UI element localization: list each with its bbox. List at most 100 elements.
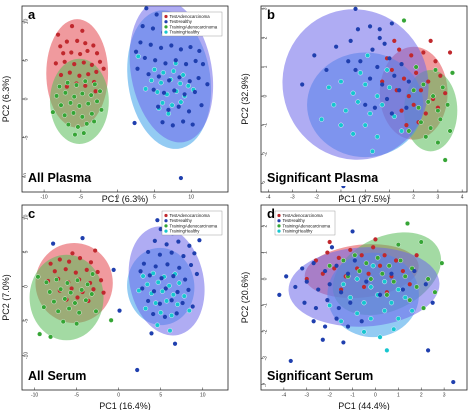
data-point (435, 140, 441, 146)
data-point (192, 251, 197, 256)
data-point (420, 81, 426, 87)
data-point (148, 77, 154, 83)
data-point (406, 79, 411, 84)
x-tick-label: 0 (117, 393, 120, 399)
data-point (300, 266, 305, 271)
data-point (166, 283, 172, 289)
data-point (430, 93, 436, 99)
data-point (375, 255, 381, 261)
data-point (426, 79, 431, 84)
data-point (411, 87, 417, 93)
data-point (425, 276, 431, 282)
legend-entry: TrainingAdenocarcinoma (170, 24, 218, 29)
data-point (423, 111, 428, 116)
legend-box (161, 210, 223, 236)
data-point (399, 108, 404, 113)
data-point (153, 264, 158, 269)
x-axis-label: PC1 (44.4%) (338, 401, 390, 410)
data-point (177, 80, 183, 86)
y-tick-label: 2 (263, 225, 269, 228)
data-point (395, 316, 401, 322)
y-tick-label: -1 (263, 123, 269, 128)
data-point (358, 59, 363, 64)
data-point (350, 131, 356, 137)
data-point (169, 250, 174, 255)
legend-entry: TestAdenocarcinoma (170, 14, 211, 19)
data-point (53, 61, 58, 66)
data-point (91, 118, 97, 124)
data-point (327, 302, 333, 308)
data-point (72, 132, 78, 138)
data-point (178, 99, 184, 105)
data-point (41, 304, 47, 310)
data-point (172, 88, 177, 93)
y-tick-label: 10 (24, 19, 30, 25)
y-tick-label: -2 (263, 152, 269, 157)
data-point (302, 300, 307, 305)
data-point (173, 58, 178, 63)
data-point (164, 298, 170, 304)
data-point (142, 55, 147, 61)
data-point (152, 238, 157, 243)
data-point (391, 279, 397, 285)
data-point (397, 88, 402, 93)
data-point (355, 27, 361, 32)
data-point (61, 51, 66, 56)
legend: TestAdenocarcinomaTestHealthyTrainingAde… (161, 11, 223, 37)
data-point (171, 274, 176, 279)
data-point (329, 245, 335, 250)
x-tick-label: -2 (327, 393, 332, 399)
data-point (413, 64, 419, 70)
data-point (185, 83, 191, 89)
data-point (418, 88, 424, 93)
data-point (70, 251, 75, 256)
legend: TestAdenocarcinomaTestHealthyTrainingAde… (274, 210, 336, 236)
data-point (181, 293, 187, 299)
panel-d: -4 -3 -2 -1 0 1 2 -4 -3 -2 -1 0 1 2 3 PC1 (44.4%) PC2 (2… (240, 204, 468, 410)
data-point (312, 53, 317, 58)
legend-box (274, 210, 336, 236)
legend-entry: TrainingHealthy (170, 229, 201, 234)
data-point (425, 348, 431, 353)
legend-entry: TestHealthy (170, 218, 193, 223)
data-point (147, 273, 152, 278)
data-point (158, 227, 163, 232)
data-point (48, 334, 54, 340)
data-point (392, 73, 397, 78)
y-tick-label: -1 (263, 303, 269, 308)
x-tick-label: -2 (315, 195, 320, 201)
x-tick-label: 4 (461, 195, 464, 201)
data-point (60, 319, 66, 325)
data-point (55, 308, 61, 314)
data-point (167, 328, 173, 334)
data-point (359, 253, 364, 258)
data-point (95, 269, 100, 275)
data-point (58, 72, 64, 78)
data-point (414, 253, 419, 258)
x-axis-label: PC1 (37.5%) (338, 194, 390, 204)
data-point (161, 90, 167, 95)
data-point (428, 125, 434, 131)
data-point (98, 107, 104, 113)
data-point (205, 82, 210, 87)
data-point (165, 111, 171, 117)
data-point (386, 84, 392, 90)
data-point (138, 269, 143, 274)
data-point (320, 337, 325, 342)
data-point (84, 267, 89, 272)
data-point (136, 288, 142, 294)
data-point (75, 295, 80, 300)
data-point (382, 279, 388, 285)
x-tick-label: -4 (282, 393, 287, 399)
x-tick-label: -4 (266, 195, 271, 201)
confidence-ellipse-4 (282, 9, 429, 160)
data-point (311, 319, 316, 324)
x-tick-label: -10 (40, 195, 47, 201)
data-point (400, 268, 406, 274)
y-tick-label: 0 (24, 97, 30, 100)
data-point (384, 347, 390, 353)
data-point (187, 243, 192, 248)
data-point (327, 282, 332, 287)
data-point (368, 284, 374, 290)
data-point (365, 52, 371, 58)
